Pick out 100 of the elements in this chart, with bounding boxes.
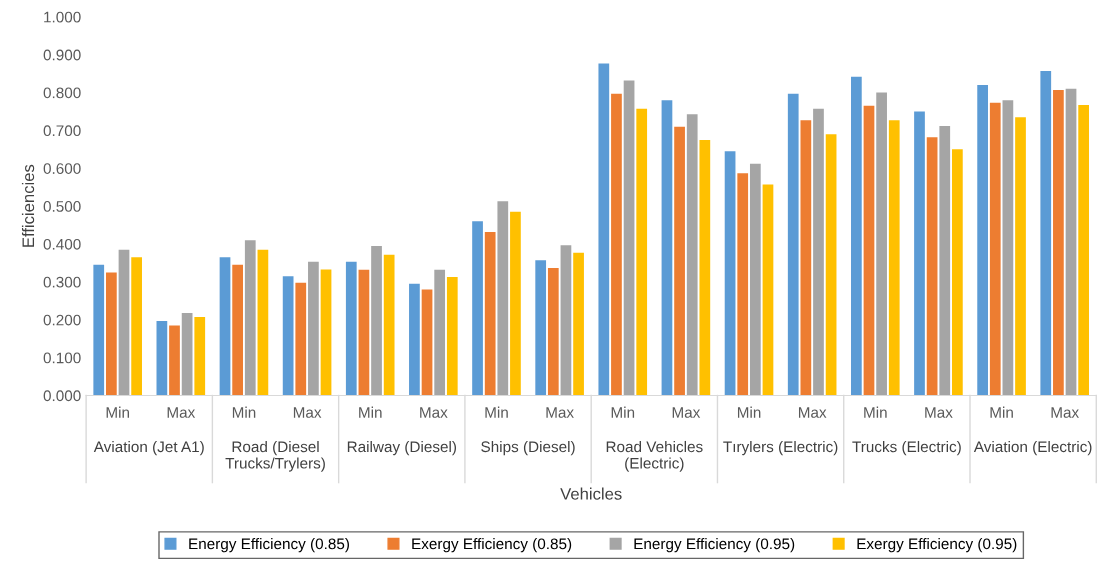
bar bbox=[358, 269, 370, 396]
x-tick-label: Max bbox=[672, 407, 701, 418]
x-tick-label: Min bbox=[232, 406, 256, 418]
bar bbox=[674, 126, 685, 396]
x-tick-label: Max bbox=[798, 407, 827, 418]
bar bbox=[106, 272, 117, 396]
bar bbox=[1065, 88, 1077, 396]
bar bbox=[1015, 117, 1026, 396]
bar bbox=[636, 108, 648, 396]
y-tick-label: 0.400 bbox=[43, 238, 81, 250]
bar bbox=[497, 201, 509, 396]
bar bbox=[169, 325, 180, 396]
bar bbox=[825, 134, 837, 396]
text: Trucks (Electric) bbox=[852, 440, 961, 456]
bar bbox=[749, 163, 761, 396]
bar bbox=[194, 317, 206, 396]
y-tick-label: 0.500 bbox=[43, 201, 81, 212]
bar bbox=[295, 282, 307, 396]
bar bbox=[1002, 100, 1014, 396]
bar bbox=[876, 92, 887, 396]
y-tick-label: 0.900 bbox=[43, 49, 81, 61]
bar bbox=[989, 102, 1001, 396]
bar bbox=[472, 221, 483, 396]
y-tick-label: 0.300 bbox=[43, 276, 81, 288]
bar bbox=[371, 245, 382, 396]
y-tick-label: 1.000 bbox=[44, 11, 81, 23]
bar bbox=[573, 252, 584, 396]
bar bbox=[914, 111, 925, 396]
bar bbox=[232, 264, 243, 396]
text: Aviation (Jet A1) bbox=[93, 440, 204, 456]
bar bbox=[977, 84, 988, 396]
text: Road (Diesel Trucks/Trylers) bbox=[225, 440, 325, 472]
bar bbox=[661, 100, 673, 396]
bar bbox=[434, 269, 446, 396]
text: Ships (Diesel) bbox=[481, 440, 575, 456]
bar bbox=[93, 264, 105, 396]
bar bbox=[737, 173, 749, 396]
bar bbox=[383, 254, 395, 396]
bar bbox=[686, 114, 698, 396]
bar bbox=[623, 80, 635, 396]
bar bbox=[611, 93, 622, 396]
bar bbox=[282, 276, 294, 396]
x-tick-label: Max bbox=[1051, 407, 1079, 418]
bar bbox=[118, 249, 130, 396]
bar bbox=[1078, 105, 1090, 396]
x-tick-label: Max bbox=[167, 407, 196, 418]
bar bbox=[888, 120, 900, 396]
x-tick-label: Min bbox=[106, 406, 129, 418]
y-axis-title: Efficiencies bbox=[21, 164, 35, 247]
bar bbox=[813, 108, 824, 396]
bar bbox=[320, 269, 332, 396]
x-tick-label: Min bbox=[737, 406, 761, 418]
bar bbox=[800, 120, 812, 396]
legend-label: Energy Efficiency (0.85) bbox=[189, 538, 349, 553]
bar bbox=[181, 312, 193, 396]
y-tick-label: 0.200 bbox=[43, 314, 81, 326]
bar bbox=[257, 249, 269, 396]
y-tick-label: 0.600 bbox=[43, 163, 81, 174]
text: Aviation (Electric) bbox=[973, 440, 1092, 456]
bar bbox=[863, 105, 875, 396]
x-axis-title: Vehicles bbox=[560, 487, 622, 500]
y-tick-label: 0.700 bbox=[43, 125, 81, 137]
x-tick-label: Min bbox=[359, 406, 382, 418]
bar bbox=[219, 257, 231, 396]
bar bbox=[244, 240, 256, 396]
legend-label: Energy Efficiency (0.95) bbox=[634, 538, 795, 553]
bar bbox=[308, 261, 319, 396]
bar bbox=[156, 320, 168, 396]
bar bbox=[409, 283, 420, 396]
bar bbox=[762, 184, 774, 396]
bar bbox=[446, 276, 458, 396]
bar bbox=[787, 93, 799, 396]
x-tick-label: Min bbox=[864, 406, 887, 418]
bar bbox=[952, 149, 963, 396]
text: Tırylers (Electric) bbox=[723, 440, 838, 456]
text: Road Vehicles (Electric) bbox=[606, 440, 703, 472]
legend-label: Exergy Efficiency (0.85) bbox=[412, 538, 572, 553]
bar bbox=[345, 261, 357, 396]
bar bbox=[484, 231, 496, 396]
bar bbox=[547, 267, 559, 396]
x-tick-label: Min bbox=[611, 406, 635, 418]
bar bbox=[850, 76, 862, 396]
x-tick-label: Max bbox=[293, 407, 322, 418]
legend-label: Exergy Efficiency (0.95) bbox=[857, 538, 1017, 553]
bar bbox=[510, 211, 521, 396]
bar bbox=[1053, 89, 1064, 396]
y-tick-label: 0.000 bbox=[43, 390, 81, 402]
text: Railway (Diesel) bbox=[347, 440, 457, 456]
x-tick-label: Max bbox=[420, 407, 448, 418]
bar bbox=[926, 137, 938, 396]
y-tick-label: 0.100 bbox=[43, 352, 81, 364]
x-tick-label: Min bbox=[990, 406, 1013, 418]
bar bbox=[939, 125, 951, 396]
x-tick-label: Max bbox=[546, 407, 574, 418]
x-tick-label: Min bbox=[485, 406, 508, 418]
bar bbox=[598, 63, 610, 396]
bar bbox=[560, 245, 572, 396]
bar bbox=[535, 260, 547, 396]
y-tick-label: 0.800 bbox=[43, 87, 81, 99]
bar bbox=[421, 289, 433, 396]
